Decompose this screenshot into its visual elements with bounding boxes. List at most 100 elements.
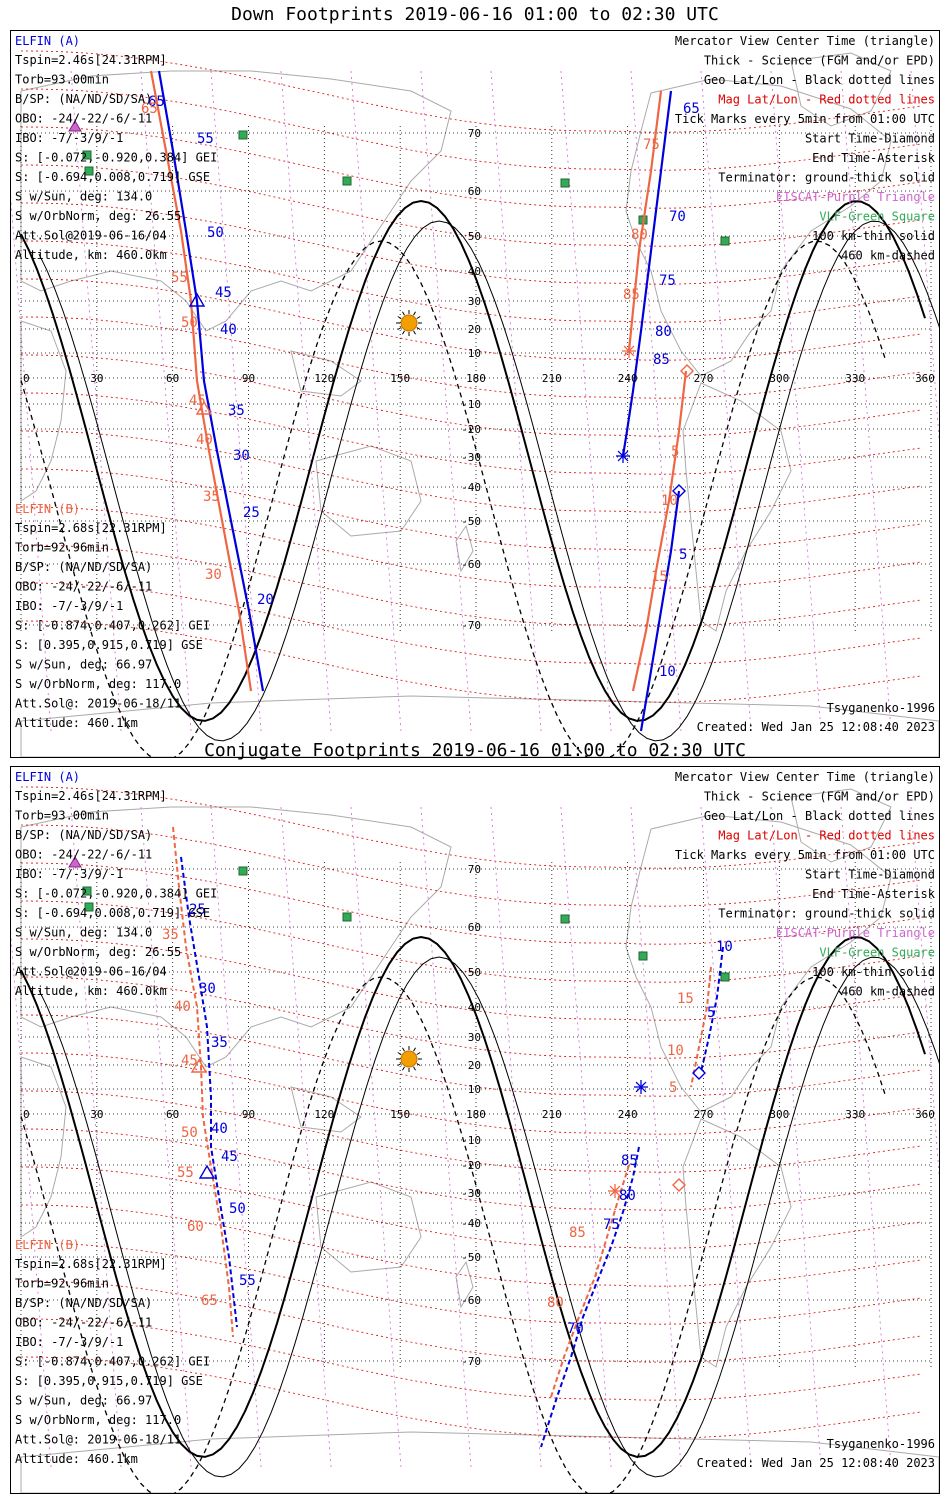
probe-a-tick-label: 10 [716, 939, 733, 955]
longitude-label: 0 [23, 1108, 30, 1121]
probe-a-info-line: Torb=93.00min [15, 809, 109, 823]
probe-b-track [172, 826, 234, 1338]
mag-longitude [70, 806, 122, 1468]
probe-b-tick-label: 15 [651, 569, 668, 585]
probe-a-tick-label: 80 [619, 1188, 636, 1204]
mag-latitude [20, 1052, 922, 1135]
legend-line: Mercator View Center Time (triangle) [675, 34, 935, 48]
mag-longitude [140, 806, 192, 1468]
mag-longitude [490, 806, 542, 1468]
probe-b-info-line: S: [-0.874,0.407,0.262] GEI [15, 1355, 210, 1369]
probe-b-tick-label: 65 [201, 1293, 218, 1309]
probe-b-track [149, 70, 253, 692]
sun-icon [396, 310, 422, 336]
mag-longitude [140, 70, 192, 732]
probe-b-tick-label: 40 [174, 999, 191, 1015]
latitude-label: -20 [461, 1159, 481, 1172]
mag-latitude [20, 1166, 922, 1249]
probe-a-tick-label: 65 [148, 94, 165, 110]
probe-b-tick-label: 5 [669, 1080, 677, 1096]
mag-longitude [210, 806, 262, 1468]
vlf-station-marker [84, 902, 94, 912]
probe-b-end-asterisk [622, 344, 636, 358]
sun-disc [400, 314, 418, 332]
longitude-label: 360 [915, 1108, 935, 1121]
vlf-station-marker [84, 166, 94, 176]
mag-longitude [840, 70, 892, 732]
latitude-label: 40 [468, 1001, 481, 1014]
probe-a-info-line: IBO: -7/-3/9/-1 [15, 867, 123, 881]
mag-longitude [350, 806, 402, 1468]
probe-a-info-line: Att.Sol@2019-06-16/04 [15, 965, 167, 979]
probe-a-tick-label: 10 [659, 664, 676, 680]
mag-latitude [20, 976, 922, 1059]
probe-b-tick-label: 35 [203, 489, 220, 505]
vlf-station-marker [82, 150, 92, 160]
mag-longitude [11, 195, 52, 732]
mag-latitude [20, 544, 922, 627]
mag-longitude [700, 70, 752, 732]
probe-b-info-line: OBO: -24/-22/-6/-11 [15, 580, 152, 594]
probe-a-info-line: B/SP: (NA/ND/SD/SA) [15, 828, 152, 842]
probe-a-track [540, 1146, 640, 1448]
probe-b-end-asterisk [608, 1184, 622, 1198]
probe-b-tick-label: 10 [667, 1043, 684, 1059]
legend-line: Start Time-Diamond [805, 868, 935, 882]
mag-longitude [560, 70, 612, 732]
probe-a-end-asterisk-stroke [635, 1081, 647, 1093]
land-outline [20, 70, 452, 332]
probe-a-info-line: Altitude, km: 460.0km [15, 248, 167, 262]
probe-a-tick-label: 75 [603, 1217, 620, 1233]
probe-b-end-asterisk-stroke [609, 1185, 621, 1197]
probe-a-center-triangle [188, 292, 206, 307]
probe-b-tick-label: 5 [671, 444, 679, 460]
probe-b-tick-label: 85 [569, 1225, 586, 1241]
probe-b-tick-label: 45 [181, 1053, 198, 1069]
map-svg: 2530354045505510585807570354045505560651… [11, 770, 939, 1493]
mag-latitude [20, 354, 922, 437]
probe-a-tick-label: 25 [243, 505, 260, 521]
probe-b-tick-label: 75 [643, 137, 660, 153]
probe-a-tick-label: 35 [228, 403, 245, 419]
probe-b-tick-label: 85 [623, 287, 640, 303]
sun-ray [416, 1052, 421, 1055]
probe-b-tick-label: 45 [189, 393, 206, 409]
mag-latitude [20, 392, 922, 475]
probe-b-info-line: S w/OrbNorm, deg: 117.0 [15, 1413, 181, 1427]
mag-latitude [20, 824, 922, 907]
land-outline [625, 78, 892, 377]
probe-a-tick-label: 20 [257, 592, 274, 608]
probe-a-track [157, 70, 265, 692]
mag-longitude [11, 931, 52, 1468]
longitude-label: 240 [618, 372, 638, 385]
legend-line: Start Time-Diamond [805, 132, 935, 146]
sun-ray [402, 311, 405, 316]
probe-a-info-line: Tspin=2.46s[24.31RPM] [15, 789, 167, 803]
longitude-label: 210 [542, 1108, 562, 1121]
legend-line: 100 km-thin solid [812, 965, 935, 979]
sun-ray [397, 1063, 402, 1066]
sun-ray [397, 316, 402, 319]
longitude-label: 330 [845, 1108, 865, 1121]
mag-latitude [20, 1280, 922, 1363]
mag-latitude [20, 1242, 922, 1325]
probe-b-center-triangle [190, 1058, 208, 1073]
latitude-label: -50 [461, 1251, 481, 1264]
latitude-label: -10 [461, 398, 481, 411]
probe-a-track [639, 490, 681, 732]
probe-a-info-line: Tspin=2.46s[24.31RPM] [15, 53, 167, 67]
probe-a-info-line: IBO: -7/-3/9/-1 [15, 131, 123, 145]
land-outline [20, 1431, 939, 1493]
land-outline [682, 1118, 792, 1368]
terminator-460km [20, 240, 886, 757]
mag-longitude [280, 806, 332, 1468]
probe-b-track [627, 90, 663, 352]
probe-a-info-line: S w/Sun, deg: 134.0 [15, 926, 152, 940]
probe-a-tick-label: 40 [211, 1121, 228, 1137]
probe-a-title: ELFIN (A) [15, 770, 80, 784]
probe-a-tick-label: 55 [239, 1273, 256, 1289]
down-footprints-map: 65 55 50 45 40 35 30 25 20 65 70 75 80 85 5 10 65 55 50 45 4… [10, 30, 940, 758]
legend-line: Geo Lat/Lon - Black dotted lines [704, 809, 935, 823]
probe-b-info-line: IBO: -7/-3/9/-1 [15, 599, 123, 613]
probe-b-info-line: B/SP: (NA/ND/SD/SA) [15, 1296, 152, 1310]
